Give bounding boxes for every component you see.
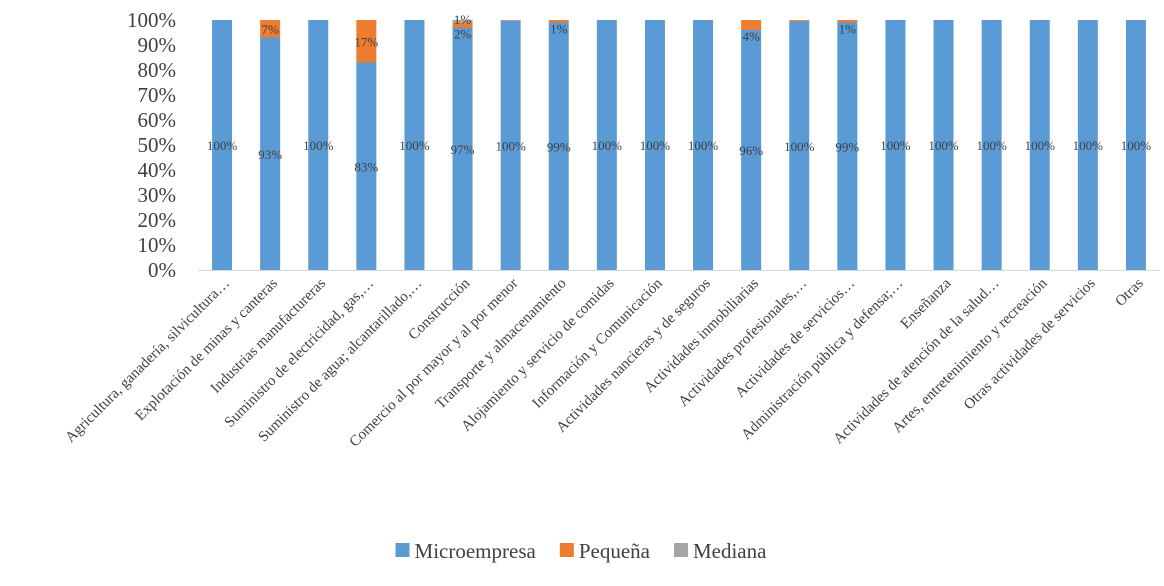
bar-segment xyxy=(452,22,473,28)
data-label: 100% xyxy=(1073,138,1104,153)
bar-segment xyxy=(212,20,233,270)
data-label: 99% xyxy=(835,139,859,154)
bar-segment xyxy=(260,37,281,270)
bar-segment xyxy=(1125,20,1146,270)
y-tick-label: 60% xyxy=(138,108,177,132)
bar-segment xyxy=(693,20,714,270)
data-label: 1% xyxy=(454,12,472,27)
bar-segment xyxy=(644,20,665,270)
bar-segment xyxy=(1077,20,1098,270)
data-label: 100% xyxy=(303,138,334,153)
legend-label: Pequeña xyxy=(579,539,651,563)
y-tick-label: 50% xyxy=(138,133,177,157)
y-tick-label: 0% xyxy=(148,258,176,282)
y-tick-label: 10% xyxy=(138,233,177,257)
data-label: 100% xyxy=(1121,138,1152,153)
legend-swatch xyxy=(395,543,410,557)
data-label: 100% xyxy=(399,138,430,153)
x-axis: Agricultura, ganadería, silvicultura…Exp… xyxy=(63,270,1160,451)
y-tick-label: 30% xyxy=(138,183,177,207)
bar-segment xyxy=(789,20,810,22)
x-tick-label: Comercio al por mayor y al por menor xyxy=(347,276,522,451)
bar-segment xyxy=(741,20,762,30)
data-label: 100% xyxy=(784,139,815,154)
legend-swatch xyxy=(673,543,688,557)
data-label: 1% xyxy=(550,22,568,37)
data-label: 100% xyxy=(880,138,911,153)
bars: 100%93%7%100%83%17%100% 97%2%1%100% 99%1%1… xyxy=(207,12,1151,270)
y-tick-label: 100% xyxy=(127,8,176,32)
y-axis: 0%10%20%30%40%50%60%70%80%90%100% xyxy=(127,8,176,282)
bar-segment xyxy=(837,22,858,270)
data-label: 1% xyxy=(839,22,857,37)
data-label: 93% xyxy=(258,147,282,162)
bar-segment xyxy=(789,21,810,270)
legend-swatch xyxy=(559,543,574,557)
legend: Microempresa Pequeña Mediana xyxy=(395,539,767,563)
y-tick-label: 40% xyxy=(138,158,177,182)
bar-segment xyxy=(356,20,377,63)
bar-segment xyxy=(548,22,569,270)
bar-segment xyxy=(933,20,954,270)
data-label: 100% xyxy=(976,138,1007,153)
bar-segment xyxy=(500,21,521,270)
data-label: 83% xyxy=(354,159,378,174)
bar-segment xyxy=(741,30,762,270)
y-tick-label: 70% xyxy=(138,83,177,107)
bar-segment xyxy=(260,20,281,38)
bar-segment xyxy=(452,20,473,23)
data-label: 100% xyxy=(688,138,719,153)
bar-segment xyxy=(885,20,906,270)
bar-segment xyxy=(452,27,473,270)
data-label: 100% xyxy=(640,138,671,153)
bar-segment xyxy=(1029,20,1050,270)
data-label: 100% xyxy=(207,138,238,153)
bar-segment xyxy=(356,62,377,270)
data-label: 96% xyxy=(739,143,763,158)
data-label: 100% xyxy=(495,139,526,154)
bar-segment xyxy=(548,20,569,23)
data-label: 4% xyxy=(742,29,760,44)
bar-segment xyxy=(500,20,521,21)
legend-label: Mediana xyxy=(693,539,767,563)
bar-segment xyxy=(837,20,858,23)
legend-label: Microempresa xyxy=(415,539,537,563)
data-label: 97% xyxy=(451,142,475,157)
data-label: 100% xyxy=(928,138,959,153)
data-label: 2% xyxy=(454,27,472,42)
data-label: 100% xyxy=(592,138,623,153)
bar-segment xyxy=(596,20,617,270)
bar-segment xyxy=(981,20,1002,270)
y-tick-label: 20% xyxy=(138,208,177,232)
y-tick-label: 90% xyxy=(138,33,177,57)
bar-segment xyxy=(308,20,329,270)
data-label: 100% xyxy=(1025,138,1056,153)
y-tick-label: 80% xyxy=(138,58,177,82)
data-label: 99% xyxy=(547,139,571,154)
data-label: 17% xyxy=(354,34,378,49)
data-label: 7% xyxy=(261,22,279,37)
bar-segment xyxy=(789,20,810,21)
bar-segment xyxy=(404,20,425,270)
x-tick-label: Agricultura, ganadería, silvicultura… xyxy=(63,276,233,446)
x-tick-label: Otras xyxy=(1112,275,1146,309)
